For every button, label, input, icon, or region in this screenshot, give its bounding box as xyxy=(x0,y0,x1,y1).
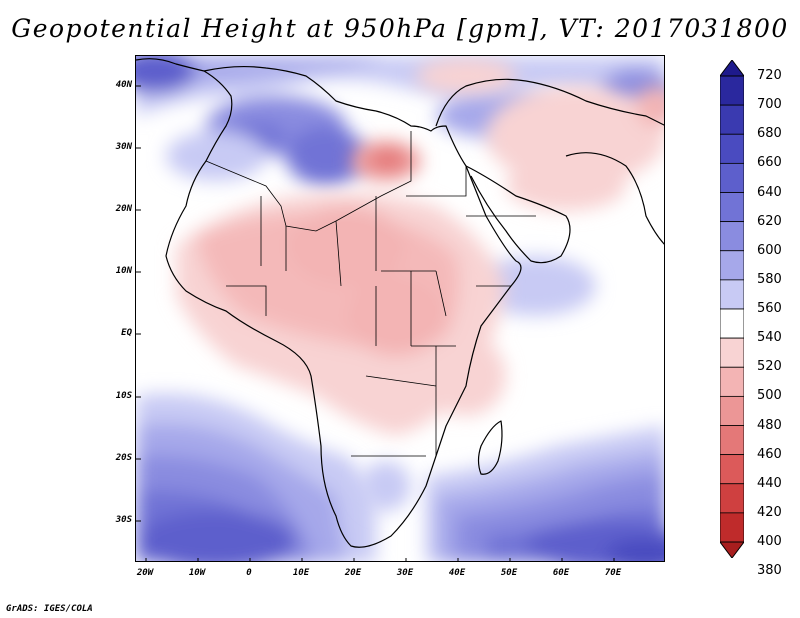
colorbar-label: 380 xyxy=(757,563,782,579)
lon-label-60e: 60E xyxy=(552,568,570,578)
low-height-field xyxy=(176,58,664,436)
lon-label-20e: 20E xyxy=(344,568,362,578)
colorbar-box xyxy=(720,512,744,543)
lat-label-20n: 20N xyxy=(115,204,132,214)
lat-label-40n: 40N xyxy=(115,80,132,90)
colorbar-box xyxy=(720,454,744,485)
colorbar-label: 700 xyxy=(757,97,782,113)
lat-label-20s: 20S xyxy=(115,453,132,463)
colorbar-label: 680 xyxy=(757,126,782,142)
lon-label-0: 0 xyxy=(246,568,252,578)
colorbar-box xyxy=(720,366,744,397)
colorbar-box xyxy=(720,192,744,223)
colorbar-label: 720 xyxy=(757,68,782,83)
lat-label-eq: EQ xyxy=(121,328,132,338)
coastlines xyxy=(136,58,664,548)
colorbar-label: 480 xyxy=(757,417,782,433)
colorbar-label: 560 xyxy=(757,301,782,316)
colorbar-label: 640 xyxy=(757,184,782,200)
colorbar-box xyxy=(720,75,744,106)
colorbar-box xyxy=(720,425,744,456)
lat-label-10s: 10S xyxy=(115,391,132,401)
lon-label-10e: 10E xyxy=(292,568,310,578)
lon-label-40e: 40E xyxy=(448,568,466,578)
colorbar-label: 420 xyxy=(757,504,782,520)
colorbar-box xyxy=(720,104,744,135)
height-field-map xyxy=(136,56,664,561)
colorbar-label: 440 xyxy=(757,475,782,491)
lat-label-30s: 30S xyxy=(115,515,132,525)
colorbar-label: 660 xyxy=(757,155,782,171)
colorbar-box xyxy=(720,483,744,514)
lat-label-30n: 30N xyxy=(115,142,132,152)
lon-label-20w: 20W xyxy=(136,568,154,578)
lon-label-30e: 30E xyxy=(396,568,414,578)
lon-label-50e: 50E xyxy=(500,568,518,578)
colorbar-box xyxy=(720,162,744,193)
colorbar-box xyxy=(720,308,744,339)
colorbar-top-arrow xyxy=(720,60,744,77)
grads-credit: GrADS: IGES/COLA xyxy=(6,604,93,614)
colorbar-label: 500 xyxy=(757,388,782,404)
colorbar-box xyxy=(720,279,744,310)
colorbar-label: 520 xyxy=(757,359,782,375)
colorbar-box xyxy=(720,133,744,164)
lon-label-70e: 70E xyxy=(604,568,622,578)
southern-high-field xyxy=(136,393,664,561)
colorbar-box xyxy=(720,221,744,252)
map-ticks xyxy=(136,85,615,561)
colorbar-label: 600 xyxy=(757,242,782,258)
country-borders xyxy=(205,131,536,457)
colorbar xyxy=(720,60,744,558)
colorbar-label: 540 xyxy=(757,330,782,346)
colorbar-box xyxy=(720,395,744,426)
map-panel xyxy=(135,55,665,562)
colorbar-label: 620 xyxy=(757,213,782,229)
colorbar-box xyxy=(720,250,744,281)
lon-label-10w: 10W xyxy=(188,568,206,578)
lat-label-10n: 10N xyxy=(115,266,132,276)
colorbar-box xyxy=(720,337,744,368)
colorbar-label: 580 xyxy=(757,271,782,287)
colorbar-bottom-arrow xyxy=(720,541,744,558)
map-title: Geopotential Height at 950hPa [gpm], VT:… xyxy=(11,14,789,43)
colorbar-label: 400 xyxy=(757,534,782,549)
colorbar-label: 460 xyxy=(757,446,782,462)
